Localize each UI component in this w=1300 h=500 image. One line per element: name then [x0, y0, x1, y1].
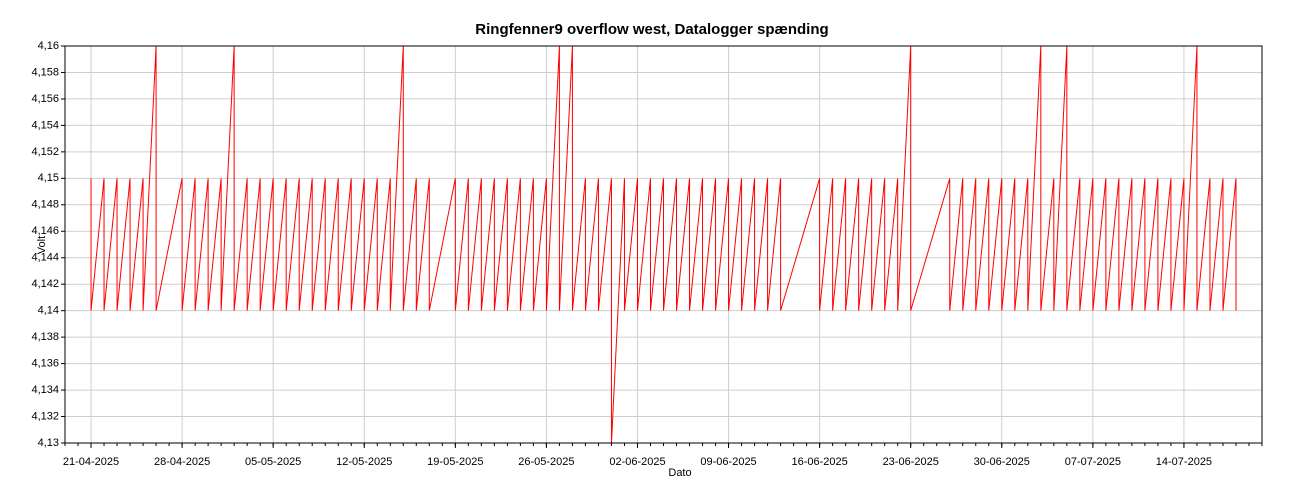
- y-tick-label: 4,132: [31, 410, 59, 422]
- y-tick-label: 4,144: [31, 252, 59, 264]
- x-tick-label: 14-07-2025: [1156, 456, 1212, 468]
- y-tick-label: 4,154: [31, 119, 59, 131]
- y-tick-label: 4,142: [31, 278, 59, 290]
- x-tick-label: 12-05-2025: [336, 456, 392, 468]
- x-tick-label: 16-06-2025: [791, 456, 847, 468]
- x-tick-label: 02-06-2025: [609, 456, 665, 468]
- y-tick-label: 4,15: [38, 172, 59, 184]
- y-tick-label: 4,146: [31, 225, 59, 237]
- x-tick-label: 05-05-2025: [245, 456, 301, 468]
- y-tick-label: 4,16: [38, 40, 59, 52]
- y-tick-label: 4,156: [31, 93, 59, 105]
- x-tick-label: 23-06-2025: [883, 456, 939, 468]
- y-tick-label: 4,134: [31, 384, 59, 396]
- y-tick-label: 4,152: [31, 146, 59, 158]
- x-tick-label: 19-05-2025: [427, 456, 483, 468]
- x-tick-label: 26-05-2025: [518, 456, 574, 468]
- x-tick-label: 30-06-2025: [974, 456, 1030, 468]
- y-axis-label: Volt: [36, 236, 48, 254]
- x-tick-label: 28-04-2025: [154, 456, 210, 468]
- y-tick-label: 4,158: [31, 66, 59, 78]
- y-tick-label: 4,138: [31, 331, 59, 343]
- y-tick-label: 4,148: [31, 199, 59, 211]
- x-tick-label: 07-07-2025: [1065, 456, 1121, 468]
- data-line: [90, 45, 1237, 444]
- x-tick-label: 09-06-2025: [700, 456, 756, 468]
- y-tick-label: 4,14: [38, 305, 59, 317]
- plot-frame: [64, 45, 1263, 444]
- chart-title: Ringfenner9 overflow west, Datalogger sp…: [475, 21, 828, 38]
- x-tick-label: 21-04-2025: [63, 456, 119, 468]
- y-tick-label: 4,136: [31, 358, 59, 370]
- y-tick-label: 4,13: [38, 437, 59, 449]
- x-axis-label: Dato: [668, 467, 691, 479]
